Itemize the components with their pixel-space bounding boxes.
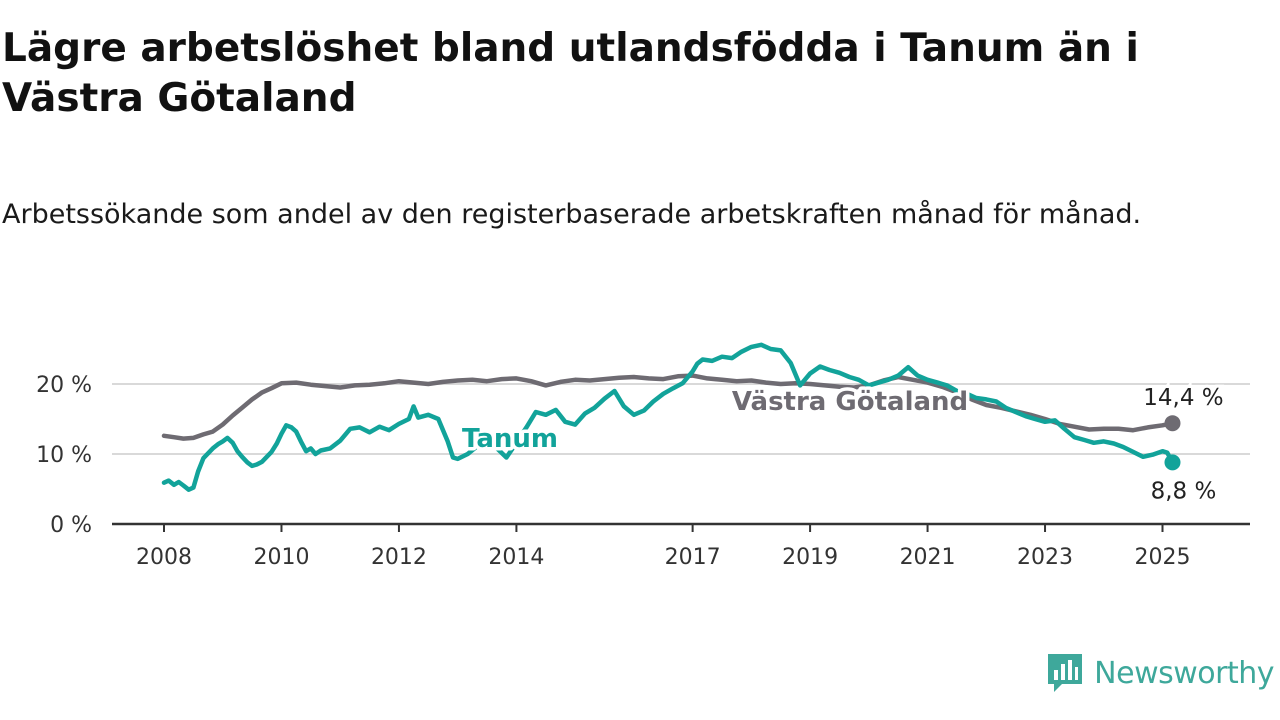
x-tick-label: 2023: [1017, 545, 1073, 570]
x-tick-label: 2010: [253, 545, 309, 570]
y-tick-label: 0 %: [50, 513, 92, 538]
x-tick-label: 2014: [488, 545, 544, 570]
x-axis: 2008 2010 2012 2014 2017 2019 2021 2023 2025: [112, 522, 1250, 570]
x-tick-label: 2025: [1135, 545, 1191, 570]
newsworthy-logo: Newsworthy: [1046, 652, 1274, 694]
series-end-dot-1: [1164, 454, 1181, 471]
gridlines: [112, 383, 1250, 455]
x-tick-label: 2017: [665, 545, 721, 570]
series-line-1: [161, 342, 1175, 492]
series-end-value-0: 14,4 %: [1143, 385, 1223, 411]
series-lines: [161, 342, 1181, 492]
series-end-dot-0: [1164, 415, 1181, 432]
series-name-label-0: Västra Götaland: [732, 387, 968, 417]
x-tick-label: 2021: [900, 545, 956, 570]
series-labels: Västra Götaland 14,4 % Tanum 8,8 %: [458, 382, 1226, 507]
x-tick-label: 2012: [371, 545, 427, 570]
chart-subtitle: Arbetssökande som andel av den registerb…: [2, 199, 1142, 230]
y-tick-label: 10 %: [36, 443, 92, 468]
x-tick-label: 2019: [782, 545, 838, 570]
series-name-label-1: Tanum: [462, 424, 558, 454]
line-chart: 0 % 10 % 20 % 2008 2010 2012 2014 2017 2019 2021…: [36, 342, 1250, 570]
chart-title: Lägre arbetslöshet bland utlandsfödda i …: [2, 26, 1139, 121]
newsworthy-logo-icon: [1048, 654, 1083, 692]
series-end-value-1: 8,8 %: [1151, 478, 1217, 504]
x-tick-label: 2008: [136, 545, 192, 570]
y-tick-label: 20 %: [36, 373, 92, 398]
newsworthy-logo-text: Newsworthy: [1094, 655, 1274, 691]
y-axis-ticks: 0 % 10 % 20 %: [36, 373, 92, 538]
series-line-0: [161, 373, 1175, 441]
